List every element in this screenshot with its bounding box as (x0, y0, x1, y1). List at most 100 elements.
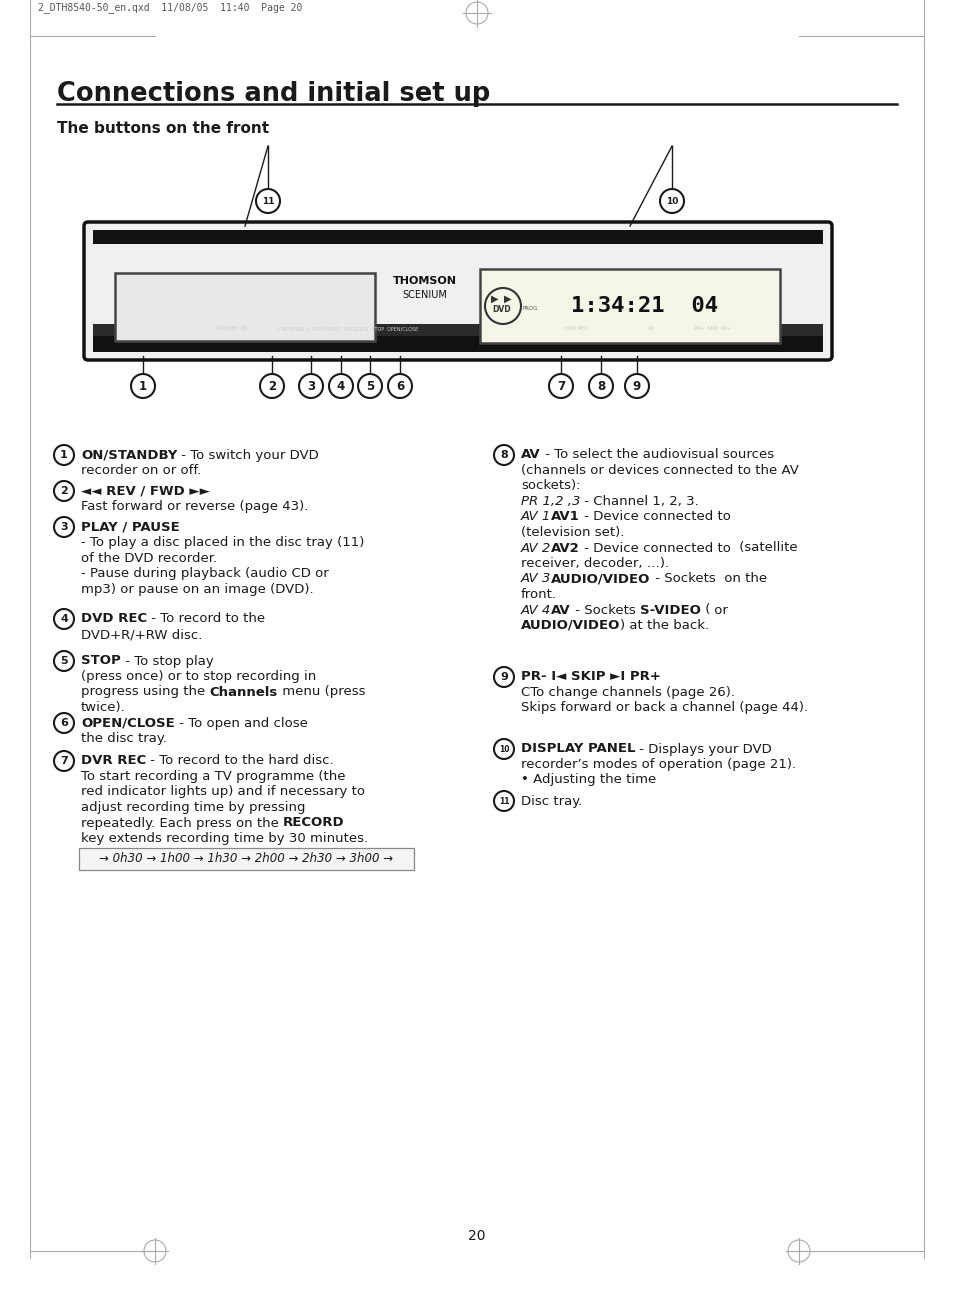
Text: 8: 8 (499, 451, 507, 460)
Text: 2: 2 (60, 485, 68, 496)
Text: recorder on or off.: recorder on or off. (81, 463, 201, 476)
Text: - To record to the hard disc.: - To record to the hard disc. (146, 754, 334, 768)
Text: Fast forward or reverse (page 43).: Fast forward or reverse (page 43). (81, 500, 308, 513)
Bar (92, 230, 822, 244)
Text: red indicator lights up) and if necessary to: red indicator lights up) and if necessar… (81, 785, 365, 799)
Text: - Channel 1, 2, 3.: - Channel 1, 2, 3. (579, 494, 699, 507)
Text: DISPLAY PANEL: DISPLAY PANEL (520, 742, 635, 755)
Text: 11: 11 (261, 196, 274, 205)
Text: of the DVD recorder.: of the DVD recorder. (81, 551, 217, 564)
Circle shape (260, 374, 284, 398)
Text: 6: 6 (395, 380, 404, 392)
Text: 10: 10 (498, 745, 509, 754)
Text: AUDIO/VIDEO: AUDIO/VIDEO (520, 618, 619, 633)
Circle shape (54, 713, 74, 733)
Text: - Pause during playback (audio CD or: - Pause during playback (audio CD or (81, 567, 329, 580)
Text: Channels: Channels (210, 686, 277, 698)
Text: - Device connected to: - Device connected to (579, 510, 735, 523)
Text: menu (press: menu (press (277, 686, 365, 698)
Bar (79, 848, 414, 870)
Text: ▶: ▶ (504, 294, 511, 303)
Text: AV1: AV1 (551, 510, 579, 523)
Text: ) at the back.: ) at the back. (619, 618, 709, 633)
Circle shape (329, 374, 353, 398)
Text: AUDIO/VIDEO: AUDIO/VIDEO (551, 572, 650, 586)
Text: recorder’s modes of operation (page 21).: recorder’s modes of operation (page 21). (520, 758, 796, 771)
Text: CTo change channels (page 26).: CTo change channels (page 26). (520, 686, 734, 698)
Text: ▶: ▶ (491, 294, 498, 303)
Text: To start recording a TV programme (the: To start recording a TV programme (the (81, 769, 345, 784)
Text: STANDBY ON: STANDBY ON (214, 327, 247, 332)
Circle shape (548, 374, 573, 398)
Text: 3: 3 (307, 380, 314, 392)
Circle shape (494, 738, 514, 759)
Text: PLAY / PAUSE: PLAY / PAUSE (81, 520, 179, 533)
Text: twice).: twice). (81, 701, 126, 714)
Circle shape (624, 374, 648, 398)
Text: The buttons on the front: The buttons on the front (57, 121, 269, 136)
Text: « REV/FWD »  PLAY/PAUSE  REC(DVD)  STOP  OPEN/CLOSE: « REV/FWD » PLAY/PAUSE REC(DVD) STOP OPE… (277, 327, 418, 332)
Text: 5: 5 (366, 380, 374, 392)
Text: 1: 1 (60, 451, 68, 460)
Text: - Sockets: - Sockets (570, 603, 639, 617)
Text: sockets):: sockets): (520, 479, 579, 492)
Circle shape (54, 516, 74, 537)
Text: 7: 7 (557, 380, 564, 392)
Text: adjust recording time by pressing: adjust recording time by pressing (81, 800, 305, 815)
Text: mp3) or pause on an image (DVD).: mp3) or pause on an image (DVD). (81, 582, 314, 595)
Text: AV 1: AV 1 (520, 510, 551, 523)
Text: (television set).: (television set). (520, 525, 623, 540)
Text: PR+  SKIP  PR+: PR+ SKIP PR+ (694, 327, 731, 332)
Text: 1:34:21  04: 1:34:21 04 (571, 296, 718, 316)
Text: 2: 2 (268, 380, 275, 392)
Text: - To stop play: - To stop play (121, 655, 213, 667)
Text: (channels or devices connected to the AV: (channels or devices connected to the AV (520, 463, 798, 476)
FancyBboxPatch shape (84, 222, 831, 360)
Text: the disc tray.: the disc tray. (81, 732, 167, 745)
Text: 3: 3 (60, 522, 68, 532)
Text: 8: 8 (597, 380, 604, 392)
Text: ON/STANDBY: ON/STANDBY (81, 448, 177, 461)
Text: → 0h30 → 1h00 → 1h30 → 2h00 → 2h30 → 3h00 →: → 0h30 → 1h00 → 1h30 → 2h00 → 2h30 → 3h0… (99, 852, 393, 865)
Text: THOMSON: THOMSON (393, 276, 456, 287)
Text: PR- I◄ SKIP ►I PR+: PR- I◄ SKIP ►I PR+ (520, 670, 660, 683)
Text: PR 1,2 ,3: PR 1,2 ,3 (520, 494, 579, 507)
Text: 11: 11 (498, 797, 509, 806)
Circle shape (54, 445, 74, 465)
Text: receiver, decoder, …).: receiver, decoder, …). (520, 556, 668, 571)
Text: Disc tray.: Disc tray. (520, 794, 581, 807)
Text: AV 2: AV 2 (520, 541, 551, 555)
Bar (92, 324, 822, 336)
Circle shape (357, 374, 381, 398)
Text: 6: 6 (60, 718, 68, 728)
Text: 1: 1 (139, 380, 147, 392)
Text: 2_DTH8540-50_en.qxd  11/08/05  11:40  Page 20: 2_DTH8540-50_en.qxd 11/08/05 11:40 Page … (38, 3, 302, 13)
Text: Skips forward or back a channel (page 44).: Skips forward or back a channel (page 44… (520, 701, 807, 714)
Circle shape (588, 374, 613, 398)
Text: 5: 5 (60, 656, 68, 666)
Text: DVD REC: DVD REC (81, 612, 147, 626)
Text: DVD+R/+RW disc.: DVD+R/+RW disc. (81, 627, 202, 642)
Text: (press once) or to stop recording in: (press once) or to stop recording in (81, 670, 315, 683)
Text: (satellite: (satellite (735, 541, 797, 555)
Text: AV 4: AV 4 (520, 603, 551, 617)
Text: DVD: DVD (492, 305, 511, 314)
Text: front.: front. (520, 587, 557, 602)
Circle shape (494, 667, 514, 687)
Text: on the: on the (719, 572, 766, 586)
Circle shape (54, 751, 74, 771)
Bar (115, 272, 375, 341)
Text: 7: 7 (60, 757, 68, 766)
Text: AV 3: AV 3 (520, 572, 551, 586)
Circle shape (494, 791, 514, 811)
Circle shape (298, 374, 323, 398)
Text: 9: 9 (499, 673, 507, 682)
Text: 9: 9 (632, 380, 640, 392)
Text: AV2: AV2 (551, 541, 579, 555)
Circle shape (54, 609, 74, 629)
Text: Connections and initial set up: Connections and initial set up (57, 81, 490, 107)
Text: - Sockets: - Sockets (650, 572, 719, 586)
Text: AV: AV (520, 448, 540, 461)
Text: ◄◄ REV / FWD ►►: ◄◄ REV / FWD ►► (81, 484, 210, 497)
Text: PROG: PROG (522, 306, 537, 311)
